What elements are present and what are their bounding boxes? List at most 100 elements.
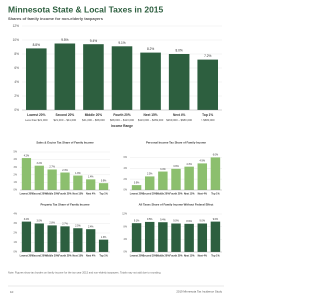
bar	[171, 168, 181, 190]
bar	[197, 163, 208, 190]
y-tick-label: 1%	[14, 241, 18, 244]
y-tick-label: 12%	[13, 24, 20, 28]
value-label: 9.5%	[147, 218, 153, 221]
value-label: 2.7%	[49, 166, 55, 169]
x-tick-label: Lowest 20%	[27, 113, 45, 117]
y-tick-label: 0%	[14, 108, 19, 112]
bar	[26, 48, 47, 110]
y-tick-label: 6%	[124, 156, 128, 159]
x-tick-label: Top 1%	[99, 192, 108, 195]
x-tick-label: Lowest 20%	[20, 192, 35, 195]
y-tick-label: 12%	[122, 213, 128, 216]
value-label: 3.9%	[173, 165, 179, 168]
value-label: 9.6%	[213, 218, 219, 221]
value-label: 2.8%	[49, 222, 55, 225]
bar	[168, 54, 190, 110]
value-label: 3.2%	[37, 162, 43, 165]
y-tick-label: 8%	[14, 52, 19, 56]
y-tick-label: 0%	[124, 251, 128, 254]
page-number: 10	[10, 290, 14, 294]
income-range: $269,000 – $680,000	[166, 118, 192, 122]
income-range: Less than $21,000	[25, 118, 48, 122]
x-tick-label: Next 15%	[73, 254, 85, 257]
value-label: 1.9%	[75, 172, 81, 175]
value-label: 7.2%	[204, 54, 211, 58]
x-tick-label: Second 20%	[55, 113, 74, 117]
x-tick-label: Fourth 20%	[169, 192, 183, 195]
x-tick-label: Top 1%	[202, 113, 213, 117]
bar	[210, 157, 221, 190]
page-title: Minnesota State & Local Taxes in 2015	[8, 4, 164, 14]
bar	[144, 176, 155, 190]
value-label: 8.0%	[176, 49, 183, 53]
value-label: 8.2%	[147, 47, 154, 51]
value-label: 3.0%	[37, 220, 43, 223]
income-range: $113,000 – $269,000	[138, 118, 164, 122]
y-tick-label: 10%	[13, 38, 20, 42]
chart-title: All Taxes Share of Family Income Without…	[139, 203, 214, 207]
bar	[21, 158, 32, 190]
value-label: 3.4%	[160, 168, 166, 171]
value-label: 8.9%	[186, 220, 192, 223]
x-tick-label: Top 1%	[211, 192, 220, 195]
y-tick-label: 5%	[14, 151, 18, 154]
x-tick-label: Top 1%	[99, 254, 108, 257]
y-tick-label: 0%	[14, 251, 18, 254]
y-tick-label: 2%	[14, 94, 19, 98]
bar	[98, 183, 109, 190]
bar	[47, 225, 57, 252]
value-label: 9.1%	[134, 219, 140, 222]
y-tick-label: 4%	[14, 158, 18, 161]
value-label: 9.1%	[118, 41, 125, 45]
footnote: Note: Figures show tax burden on family …	[8, 271, 161, 275]
bar	[171, 223, 181, 252]
x-tick-label: Next 15%	[143, 113, 157, 117]
x-tick-label: Middle 20%	[156, 192, 170, 195]
value-label: 1.3%	[101, 236, 107, 239]
value-label: 2.4%	[88, 225, 94, 228]
y-tick-label: 4%	[124, 238, 128, 241]
x-tick-label: Next 4%	[173, 113, 186, 117]
x-tick-label: Next 15%	[184, 254, 196, 257]
bar	[21, 221, 32, 252]
x-tick-label: Lowest 20%	[130, 254, 145, 257]
income-range: $21,000 – $41,000	[54, 118, 77, 122]
x-tick-label: Fourth 20%	[58, 192, 72, 195]
x-tick-label: Middle 20%	[46, 254, 60, 257]
chart-title: Sales & Excise Tax Share of Family Incom…	[36, 141, 94, 145]
bar	[210, 221, 221, 252]
x-tick-label: Second 20%	[32, 192, 47, 195]
value-label: 3.2%	[24, 218, 30, 221]
x-tick-label: Fourth 20%	[58, 254, 72, 257]
y-tick-label: 4%	[14, 213, 18, 216]
value-label: 9.0%	[200, 220, 206, 223]
value-label: 6.0%	[213, 154, 219, 157]
bar	[60, 172, 70, 190]
y-tick-label: 2%	[14, 232, 18, 235]
x-tick-label: Second 20%	[32, 254, 47, 257]
x-tick-label: Middle 20%	[46, 192, 60, 195]
page: Minnesota State & Local Taxes in 2015 Sh…	[8, 4, 224, 294]
bar	[60, 226, 70, 252]
y-tick-label: 6%	[14, 66, 19, 70]
income-range: $41,000 – $68,000	[82, 118, 105, 122]
value-label: 4.3%	[186, 163, 192, 166]
bar	[73, 228, 83, 252]
x-tick-label: Next 4%	[86, 192, 96, 195]
bar	[197, 223, 208, 252]
x-tick-label: Next 4%	[198, 192, 208, 195]
bar	[86, 229, 96, 252]
x-tick-label: Fourth 20%	[169, 254, 183, 257]
bar	[144, 221, 155, 252]
chart-title: Personal Income Tax Share of Family Inco…	[146, 141, 206, 145]
value-label: 0.9%	[101, 179, 107, 182]
bar	[111, 46, 133, 110]
y-tick-label: 0%	[14, 189, 18, 192]
bar	[140, 52, 161, 110]
value-label: 1.4%	[88, 176, 94, 179]
page-subtitle: Shares of family income for non-elderly …	[8, 16, 104, 21]
y-tick-label: 4%	[14, 80, 19, 84]
bar	[73, 175, 83, 190]
value-label: 9.4%	[160, 218, 166, 221]
y-tick-label: 3%	[14, 166, 18, 169]
